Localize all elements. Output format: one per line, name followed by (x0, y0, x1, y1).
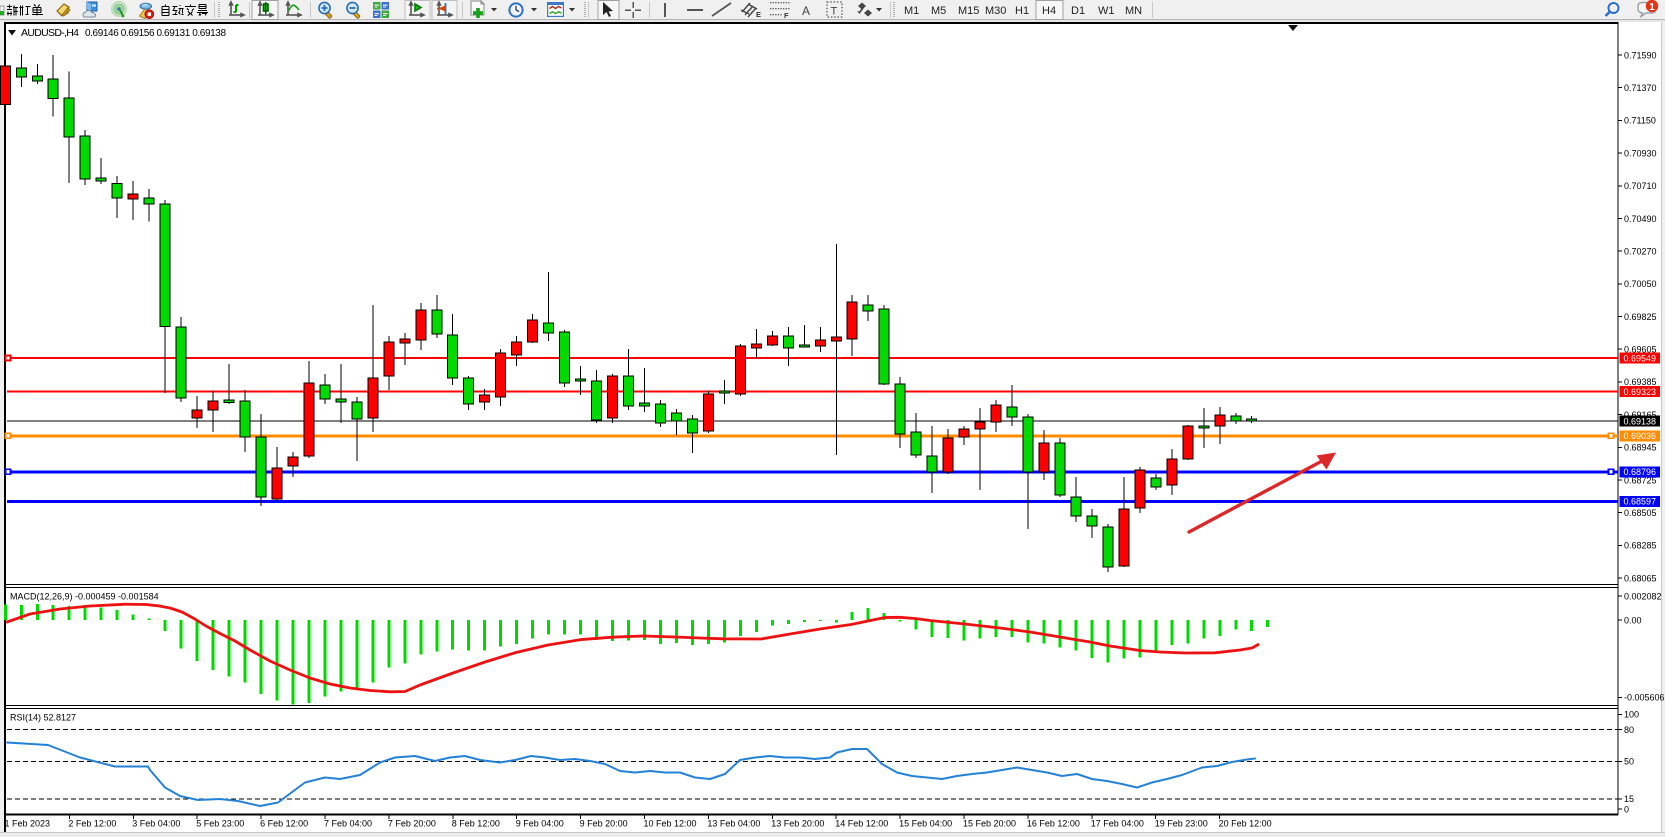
svg-text:0.68065: 0.68065 (1624, 573, 1657, 583)
svg-text:M5: M5 (931, 5, 946, 17)
svg-text:2 Feb 12:00: 2 Feb 12:00 (68, 819, 116, 829)
svg-text:AUDUSD-,H4: AUDUSD-,H4 (21, 27, 79, 39)
svg-text:1: 1 (1649, 2, 1655, 13)
svg-text:0.68505: 0.68505 (1624, 508, 1657, 518)
svg-text:0.71150: 0.71150 (1624, 116, 1656, 126)
svg-text:A: A (802, 4, 810, 18)
svg-text:13 Feb 04:00: 13 Feb 04:00 (707, 819, 760, 829)
svg-text:MACD(12,26,9) -0.000459 -0.001: MACD(12,26,9) -0.000459 -0.001584 (10, 592, 159, 602)
svg-text:3 Feb 04:00: 3 Feb 04:00 (132, 819, 180, 829)
svg-text:W1: W1 (1098, 5, 1115, 17)
svg-text:9 Feb 04:00: 9 Feb 04:00 (516, 819, 564, 829)
svg-text:15: 15 (1624, 794, 1634, 804)
svg-text:1 Feb 2023: 1 Feb 2023 (5, 819, 51, 829)
svg-text:0.69605: 0.69605 (1624, 345, 1657, 355)
svg-text:T: T (831, 6, 838, 18)
svg-text:E: E (756, 10, 761, 19)
svg-text:F: F (784, 11, 789, 20)
svg-text:0.70930: 0.70930 (1624, 148, 1657, 158)
svg-text:H4: H4 (1042, 5, 1056, 17)
svg-text:H1: H1 (1015, 5, 1029, 17)
svg-text:0.70710: 0.70710 (1624, 181, 1657, 191)
svg-text:17 Feb 04:00: 17 Feb 04:00 (1091, 819, 1144, 829)
svg-text:0.69549: 0.69549 (1624, 353, 1657, 363)
svg-text:0.69825: 0.69825 (1624, 312, 1657, 322)
svg-text:0.68796: 0.68796 (1624, 467, 1657, 477)
svg-text:MN: MN (1125, 5, 1142, 17)
svg-text:0.69323: 0.69323 (1624, 387, 1657, 397)
svg-text:D1: D1 (1071, 5, 1085, 17)
svg-text:16 Feb 12:00: 16 Feb 12:00 (1027, 819, 1080, 829)
svg-text:0.002082: 0.002082 (1624, 591, 1662, 601)
svg-text:0.69138: 0.69138 (1624, 416, 1657, 426)
svg-text:0.69036: 0.69036 (1624, 431, 1657, 441)
svg-text:0.71590: 0.71590 (1624, 50, 1657, 60)
svg-text:M30: M30 (985, 5, 1006, 17)
svg-text:15 Feb 04:00: 15 Feb 04:00 (899, 819, 952, 829)
svg-text:0.68725: 0.68725 (1624, 475, 1657, 485)
svg-text:5 Feb 23:00: 5 Feb 23:00 (196, 819, 244, 829)
svg-text:20 Feb 12:00: 20 Feb 12:00 (1219, 819, 1272, 829)
svg-text:6 Feb 12:00: 6 Feb 12:00 (260, 819, 308, 829)
svg-text:0.71370: 0.71370 (1624, 83, 1657, 93)
svg-text:7 Feb 04:00: 7 Feb 04:00 (324, 819, 372, 829)
svg-text:7 Feb 20:00: 7 Feb 20:00 (388, 819, 436, 829)
svg-text:0.69146 0.69156 0.69131 0.6913: 0.69146 0.69156 0.69131 0.69138 (85, 28, 226, 39)
svg-text:50: 50 (1624, 757, 1634, 767)
svg-text:10 Feb 12:00: 10 Feb 12:00 (644, 819, 697, 829)
svg-text:0: 0 (1624, 804, 1629, 814)
svg-text:19 Feb 23:00: 19 Feb 23:00 (1155, 819, 1208, 829)
svg-text:RSI(14) 52.8127: RSI(14) 52.8127 (10, 713, 76, 723)
svg-text:0.70270: 0.70270 (1624, 246, 1657, 256)
svg-text:15 Feb 20:00: 15 Feb 20:00 (963, 819, 1016, 829)
svg-text:0.68597: 0.68597 (1624, 497, 1657, 507)
svg-text:9 Feb 20:00: 9 Feb 20:00 (580, 819, 628, 829)
svg-text:13 Feb 20:00: 13 Feb 20:00 (771, 819, 824, 829)
svg-text:0.70490: 0.70490 (1624, 214, 1657, 224)
svg-text:0.68945: 0.68945 (1624, 443, 1657, 453)
svg-text:0.70050: 0.70050 (1624, 279, 1657, 289)
svg-text:M1: M1 (904, 5, 919, 17)
svg-text:0.69165: 0.69165 (1624, 410, 1657, 420)
svg-text:-0.005606: -0.005606 (1624, 693, 1665, 703)
svg-text:100: 100 (1624, 710, 1639, 720)
svg-text:14 Feb 12:00: 14 Feb 12:00 (835, 819, 888, 829)
svg-text:M15: M15 (958, 5, 979, 17)
svg-text:0.00: 0.00 (1624, 615, 1642, 625)
svg-text:0.68285: 0.68285 (1624, 541, 1657, 551)
svg-text:0.69385: 0.69385 (1624, 377, 1657, 387)
svg-text:8 Feb 12:00: 8 Feb 12:00 (452, 819, 500, 829)
svg-text:80: 80 (1624, 725, 1634, 735)
